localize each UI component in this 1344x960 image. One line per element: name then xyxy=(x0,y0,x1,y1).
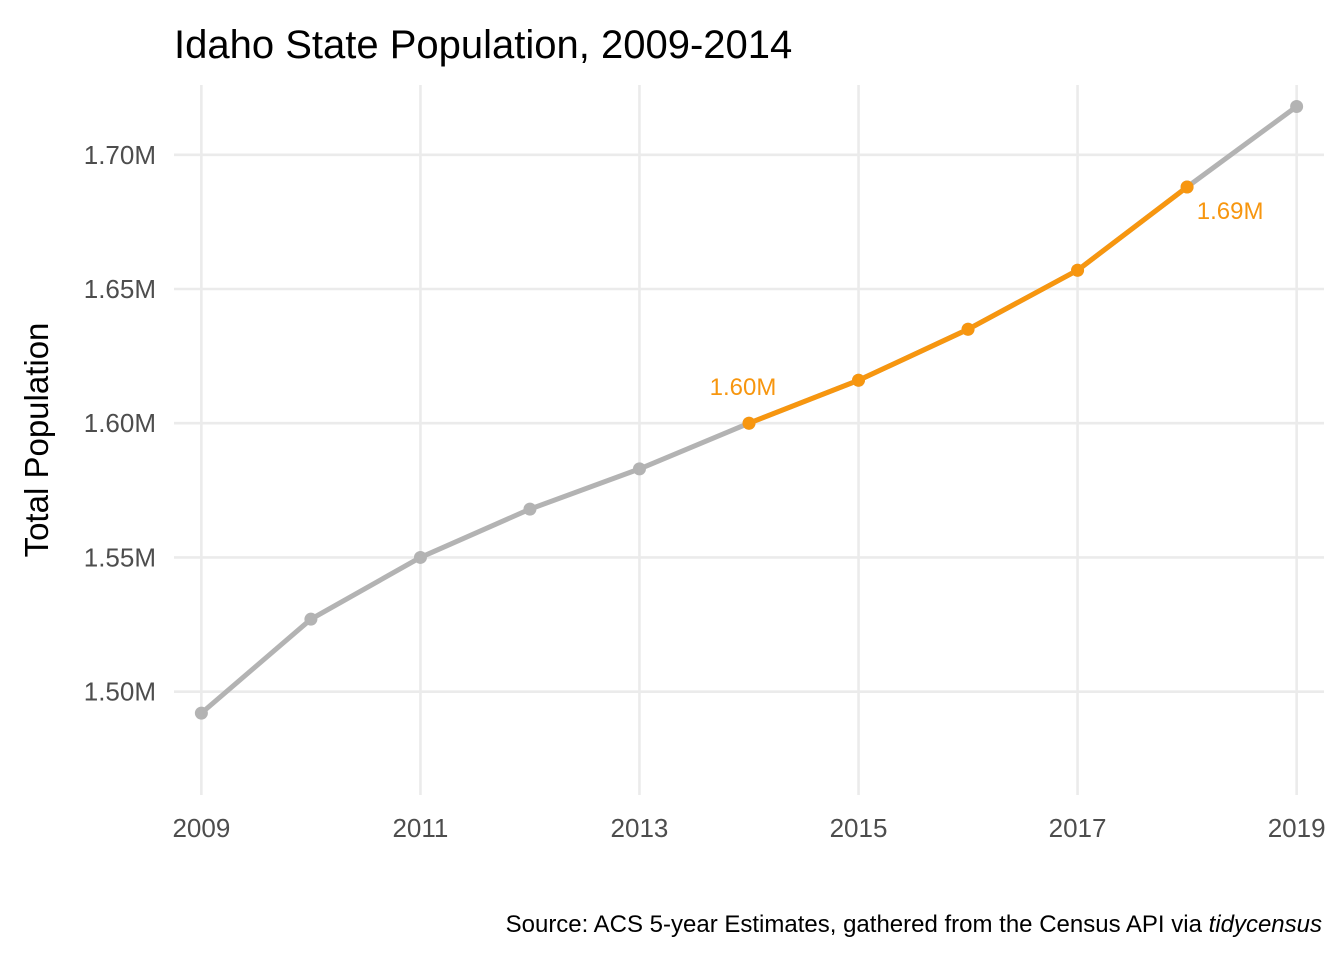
x-tick-label: 2015 xyxy=(830,813,888,843)
x-tick-label: 2011 xyxy=(392,813,448,843)
x-tick-label: 2019 xyxy=(1268,813,1326,843)
data-point-1-3 xyxy=(1071,263,1085,277)
data-label-1: 1.69M xyxy=(1197,198,1264,225)
data-point-0-1 xyxy=(304,612,318,626)
caption-text: Source: ACS 5-year Estimates, gathered f… xyxy=(506,911,1209,938)
y-tick-label: 1.55M xyxy=(84,542,156,572)
point-layer xyxy=(194,99,1304,720)
data-label-0: 1.60M xyxy=(710,374,777,401)
series-line-0 xyxy=(198,104,1300,716)
data-point-0-2 xyxy=(413,550,427,564)
y-axis-ticks: 1.50M 1.55M 1.60M 1.65M 1.70M xyxy=(84,140,156,707)
x-tick-label: 2013 xyxy=(611,813,669,843)
y-tick-label: 1.70M xyxy=(84,140,156,170)
series-layer xyxy=(198,104,1300,716)
data-point-1-4 xyxy=(1180,180,1194,194)
chart-title: Idaho State Population, 2009-2014 xyxy=(174,23,792,67)
data-point-1-0 xyxy=(742,416,756,430)
y-tick-label: 1.50M xyxy=(84,677,156,707)
data-point-0-4 xyxy=(632,462,646,476)
annotation-layer: 1.60M 1.69M xyxy=(710,198,1264,401)
y-tick-label: 1.65M xyxy=(84,274,156,304)
x-tick-label: 2017 xyxy=(1049,813,1107,843)
data-point-0-10 xyxy=(1290,99,1304,113)
data-point-0-3 xyxy=(523,502,537,516)
series-line-1 xyxy=(746,184,1190,426)
data-point-0-0 xyxy=(194,706,208,720)
data-point-1-1 xyxy=(852,373,866,387)
chart-caption: Source: ACS 5-year Estimates, gathered f… xyxy=(506,911,1322,938)
caption-package: tidycensus xyxy=(1209,911,1322,938)
gridlines xyxy=(174,85,1324,795)
x-axis-ticks: 2009 2011 2013 2015 2017 2019 xyxy=(172,813,1325,843)
y-tick-label: 1.60M xyxy=(84,408,156,438)
x-tick-label: 2009 xyxy=(172,813,230,843)
data-point-1-2 xyxy=(961,322,975,336)
y-axis-label: Total Population xyxy=(18,323,55,558)
